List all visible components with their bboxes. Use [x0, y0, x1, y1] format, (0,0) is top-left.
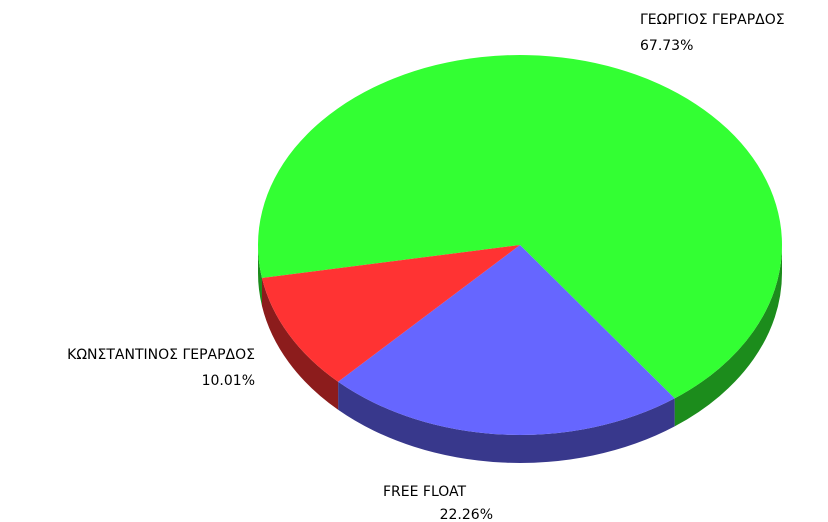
slice-side: [338, 381, 675, 463]
slice: [261, 245, 520, 382]
slice-side: [674, 245, 783, 427]
slice-label: ΓΕΩΡΓΙΟΣ ΓΕΡΑΡΔΟΣ: [640, 12, 785, 28]
slice-value-label: 22.26%: [440, 507, 493, 522]
slice: [338, 245, 675, 435]
slice-side: [261, 277, 339, 410]
slice-value-label: 10.01%: [202, 373, 255, 389]
slice-label: FREE FLOAT: [383, 484, 467, 500]
slice: [258, 54, 782, 399]
slice-value-label: 67.73%: [640, 38, 693, 54]
slice-side: [258, 245, 262, 306]
slice-label: ΚΩΝΣΤΑΝΤΙΝΟΣ ΓΕΡΑΡΔΟΣ: [67, 347, 255, 363]
